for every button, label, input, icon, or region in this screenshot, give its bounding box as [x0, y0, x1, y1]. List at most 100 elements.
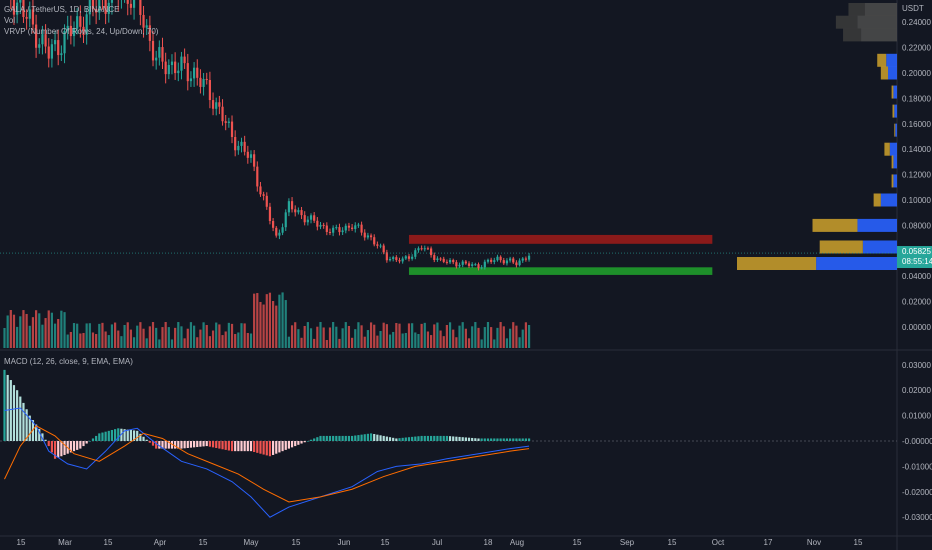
volume-bar	[376, 335, 379, 348]
volume-bar	[79, 333, 82, 348]
candle-body	[392, 257, 395, 260]
volume-bar	[328, 327, 332, 348]
time-tick-label: 15	[104, 538, 113, 547]
volume-bar	[477, 327, 480, 348]
macd-histogram-bar	[199, 441, 202, 447]
candle-body	[202, 78, 205, 87]
vrvp-up-bar	[861, 28, 897, 42]
candle-body	[351, 227, 354, 229]
macd-histogram-bar	[515, 438, 518, 441]
macd-histogram-bar	[243, 441, 246, 452]
volume-bar	[467, 338, 471, 348]
volume-bar	[338, 338, 341, 348]
candle-body	[439, 258, 442, 260]
candle-body	[44, 34, 47, 47]
volume-bar	[227, 322, 230, 348]
macd-histogram-bar	[47, 441, 50, 447]
vrvp-down-bar	[812, 218, 858, 232]
macd-histogram-bar	[521, 438, 524, 441]
macd-histogram-bar	[502, 438, 505, 441]
candle-body	[300, 210, 303, 216]
macd-histogram-bar	[436, 435, 439, 441]
time-tick-label: May	[243, 538, 258, 547]
macd-histogram-bar	[76, 441, 79, 450]
price-tick-label: 0.20000	[902, 69, 931, 78]
volume-bar	[139, 322, 142, 348]
macd-histogram-bar	[85, 441, 88, 444]
macd-histogram-bar	[357, 435, 360, 441]
candle-body	[319, 224, 322, 227]
volume-bar	[230, 323, 234, 348]
volume-bar	[104, 331, 107, 348]
vrvp-down-bar	[891, 85, 894, 99]
volume-bar	[76, 323, 79, 348]
volume-bar	[148, 326, 151, 348]
macd-histogram-bar	[132, 430, 136, 441]
macd-tick-label: -0.02000	[902, 488, 932, 497]
vrvp-down-bar	[880, 66, 889, 80]
volume-bar	[101, 322, 104, 348]
candle-body	[57, 40, 60, 56]
candle-body	[461, 261, 464, 265]
candle-body	[31, 9, 35, 25]
macd-histogram-bar	[464, 437, 467, 441]
candle-body	[237, 145, 240, 151]
candle-body	[398, 260, 401, 262]
symbol-legend: GALA / TetherUS, 1D, BINANCE Vol VRVP (N…	[4, 4, 158, 37]
candle-body	[35, 24, 38, 48]
volume-bar	[98, 323, 101, 348]
candle-body	[155, 57, 158, 61]
macd-histogram-bar	[335, 435, 338, 441]
volume-bar	[351, 337, 354, 348]
volume-bar	[357, 322, 360, 348]
candle-body	[344, 225, 347, 231]
volume-bar	[44, 318, 47, 348]
candle-body	[256, 166, 259, 187]
macd-histogram-bar	[505, 438, 509, 441]
volume-bar	[379, 330, 382, 348]
candle-body	[423, 248, 426, 250]
candle-body	[60, 53, 63, 56]
macd-histogram-bar	[53, 441, 57, 459]
candle-body	[322, 224, 325, 226]
candle-body	[170, 61, 174, 66]
candle-body	[512, 258, 515, 263]
macd-histogram-bar	[455, 436, 458, 441]
candle-body	[215, 102, 218, 109]
candle-body	[290, 201, 294, 210]
candle-body	[335, 227, 338, 229]
vrvp-up-bar	[895, 123, 897, 137]
macd-histogram-bar	[57, 441, 60, 458]
candle-body	[38, 44, 41, 48]
volume-bar	[243, 323, 246, 348]
macd-histogram-bar	[129, 429, 132, 441]
candle-body	[373, 237, 376, 245]
volume-bar	[319, 322, 322, 348]
volume-bar	[430, 335, 433, 348]
price-tick-label: 0.02000	[902, 298, 931, 307]
volume-bar	[9, 310, 12, 348]
volume-bar	[433, 324, 436, 348]
macd-histogram-bar	[123, 429, 126, 441]
last-price-label: 0.05825	[902, 247, 931, 256]
volume-bar	[505, 338, 509, 348]
vrvp-up-bar	[862, 240, 897, 254]
volume-bar	[411, 323, 414, 348]
macd-histogram-bar	[69, 441, 72, 453]
volume-bar	[234, 334, 237, 348]
candle-body	[139, 0, 142, 15]
candle-body	[278, 232, 281, 236]
volume-bar	[38, 313, 41, 348]
volume-bar	[85, 323, 88, 348]
macd-histogram-bar	[452, 436, 455, 441]
vrvp-up-bar	[857, 15, 897, 29]
volume-bar	[262, 304, 265, 348]
vrvp-legend: VRVP (Number Of Rows, 24, Up/Down, 70)	[4, 27, 159, 36]
volume-bar	[186, 328, 189, 348]
currency-unit-label: USDT	[902, 4, 924, 13]
macd-histogram-bar	[117, 428, 120, 441]
volume-bar	[445, 324, 448, 348]
volume-bar	[82, 332, 85, 348]
candle-body	[243, 141, 246, 152]
